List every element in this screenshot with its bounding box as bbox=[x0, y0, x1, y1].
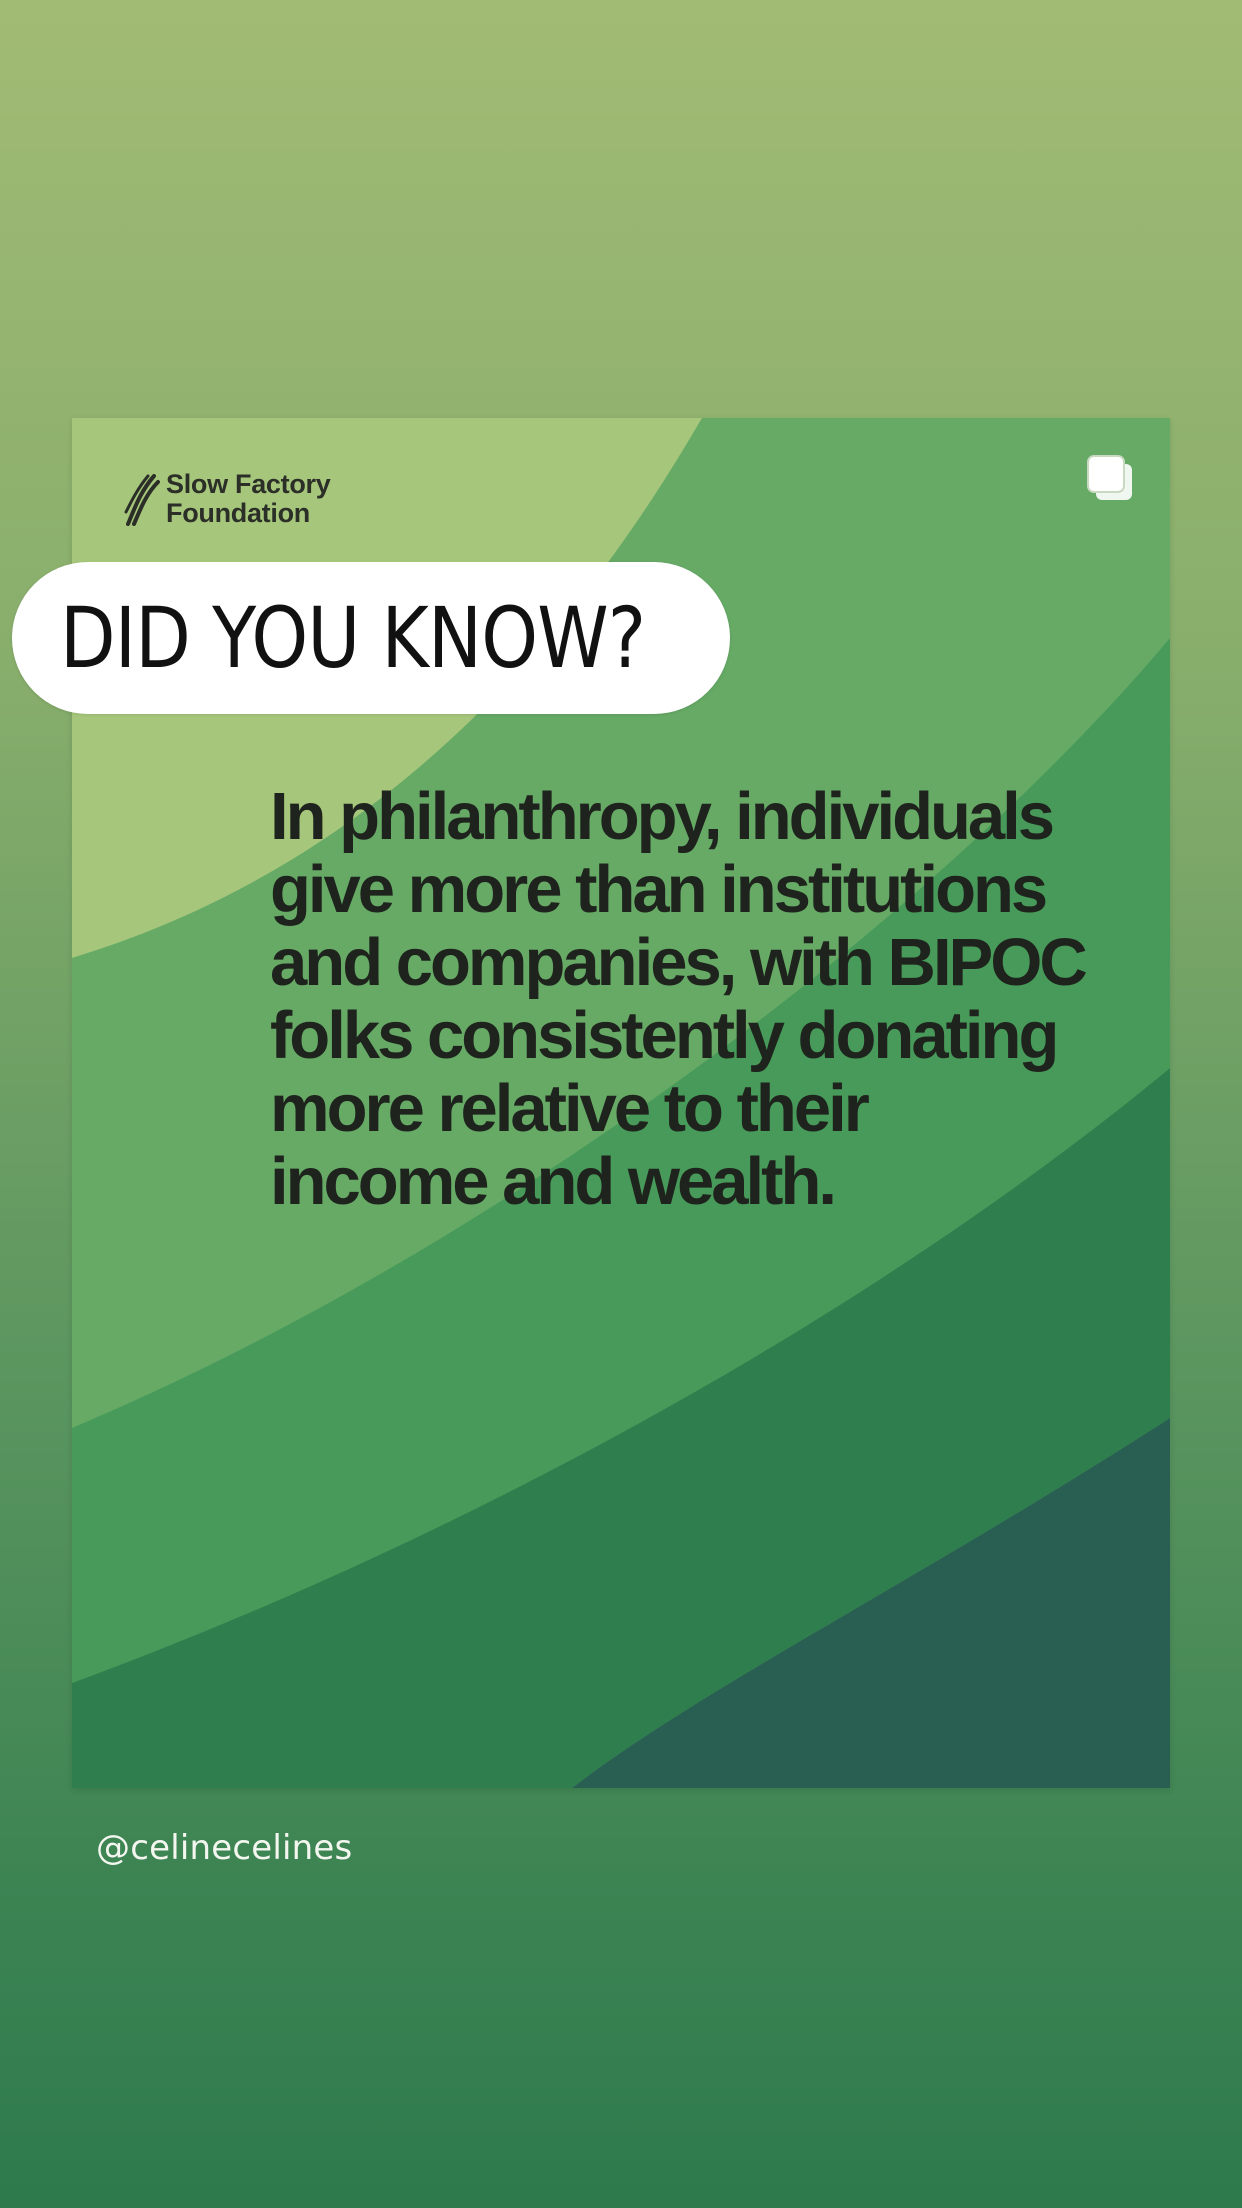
brand-lockup: Slow Factory Foundation bbox=[124, 469, 331, 528]
post-author-mention[interactable]: @celinecelines bbox=[96, 1828, 353, 1868]
brand-name-line2: Foundation bbox=[166, 498, 310, 528]
did-you-know-sticker[interactable]: DID YOU KNOW? bbox=[12, 562, 730, 714]
slow-factory-logo-icon bbox=[124, 474, 160, 526]
brand-name-line1: Slow Factory bbox=[166, 469, 331, 499]
post-headline: In philanthropy, individuals give more t… bbox=[270, 779, 1088, 1219]
brand-name: Slow Factory Foundation bbox=[166, 469, 331, 528]
multiple-images-icon bbox=[1087, 455, 1132, 500]
sticker-text: DID YOU KNOW? bbox=[60, 589, 646, 687]
